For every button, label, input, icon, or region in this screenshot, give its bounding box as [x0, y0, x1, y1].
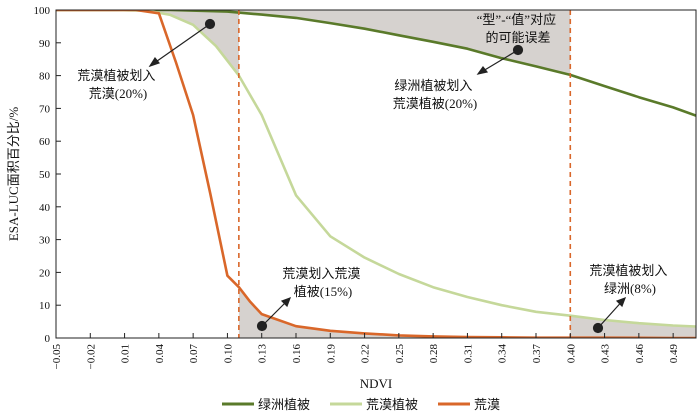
y-tick-label: 20	[39, 267, 51, 279]
legend-label-desert-veg: 荒漠植被	[366, 397, 418, 412]
annotation-oasis-to-desert-veg: 绿洲植被划入 荒漠植被(20%)	[393, 78, 478, 111]
x-tick-label: 0.04	[154, 344, 166, 364]
annotation-arrow-1	[149, 23, 211, 67]
x-tick-label: 0.16	[291, 344, 303, 364]
annotation-arrowhead-1	[148, 56, 161, 68]
legend-label-desert: 荒漠	[474, 397, 500, 412]
x-tick-label: −0.02	[85, 344, 97, 369]
annotation-desert-to-desert-veg: 荒漠划入荒漠 植被(15%)	[282, 266, 363, 299]
x-tick-label: 0.49	[668, 344, 680, 364]
annotation-arrowhead-4	[615, 296, 627, 308]
y-tick-label: 30	[39, 235, 51, 247]
threshold-lines	[238, 10, 572, 338]
x-tick-label: 0.19	[325, 344, 337, 364]
annotation-dot-4	[592, 322, 604, 334]
x-tick-label: 0.46	[634, 344, 646, 364]
annotation-desert-veg-to-desert: 荒漠植被划入 荒漠(20%)	[77, 68, 158, 101]
line-desert	[56, 10, 696, 338]
annotation-type-value-error: “型”-“值”对应 的可能误差	[477, 12, 560, 45]
annotation-dot-3	[512, 44, 524, 56]
y-tick-label: 10	[39, 300, 51, 312]
line-oasis-veg	[56, 10, 696, 117]
y-tick-label: 40	[39, 202, 51, 214]
y-tick-label: 70	[39, 103, 51, 115]
y-tick-label: 80	[39, 71, 51, 83]
annotation-dot-2	[256, 320, 268, 332]
x-tick-label: 0.34	[497, 344, 509, 364]
x-tick-label: 0.01	[120, 344, 132, 363]
shade-desert-veg-to-oasis	[570, 315, 696, 338]
shade-desert-veg-to-desert	[153, 10, 239, 76]
annotation-arrowhead-3	[476, 66, 489, 75]
legend-label-oasis-veg: 绿洲植被	[258, 397, 310, 412]
x-axis-title: NDVI	[360, 376, 393, 391]
y-tick-label: 100	[34, 5, 51, 17]
annotation-arrows	[148, 18, 627, 334]
series-lines	[56, 10, 696, 338]
x-tick-label: 0.28	[428, 344, 440, 364]
line-desert-veg	[56, 10, 696, 328]
x-tick-label: 0.22	[360, 344, 372, 363]
x-tick-label: 0.07	[188, 344, 200, 364]
annotation-desert-veg-to-oasis: 荒漠植被划入 绿洲(8%)	[589, 263, 670, 296]
x-tick-label: 0.40	[565, 344, 577, 364]
legend: 绿洲植被 荒漠植被 荒漠	[222, 397, 500, 412]
x-tick-label: 0.13	[257, 344, 269, 364]
axes: −0.05 −0.02 0.01 0.04 0.07 0.10 0.13 0.16 0.19 0.…	[34, 5, 681, 369]
plot-frame	[55, 9, 697, 339]
y-tick-label: 90	[39, 38, 51, 50]
x-tick-label: 0.43	[600, 344, 612, 364]
y-axis-title: ESA-LUC面积百分比/%	[6, 107, 21, 242]
annotation-arrowhead-2	[280, 296, 292, 308]
shade-oasis-to-desert-veg	[238, 10, 571, 75]
y-tick-label: 50	[39, 169, 51, 181]
x-tick-label: 0.31	[462, 344, 474, 363]
y-tick-label: 0	[45, 333, 51, 345]
x-tick-label: 0.10	[222, 344, 234, 364]
x-tick-label: 0.25	[394, 344, 406, 364]
annotation-dot-1	[204, 18, 216, 30]
y-tick-label: 60	[39, 136, 51, 148]
x-tick-label: −0.05	[51, 344, 63, 370]
x-tick-label: 0.37	[531, 344, 543, 364]
